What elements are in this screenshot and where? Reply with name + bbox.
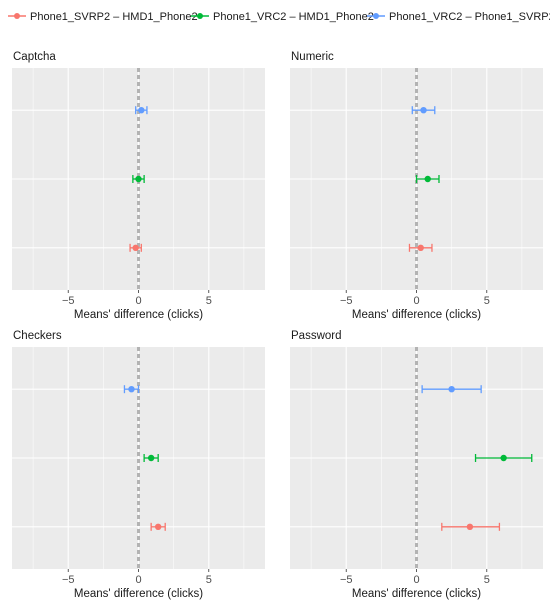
- mean-point: [424, 175, 431, 183]
- x-tick-label: 5: [484, 295, 490, 307]
- x-tick-label: 0: [413, 574, 419, 586]
- error-bar-series: [123, 385, 140, 394]
- panel-title: Password: [291, 330, 342, 342]
- x-tick-label: −5: [62, 295, 75, 307]
- mean-point: [466, 523, 474, 531]
- mean-point: [500, 454, 507, 462]
- mean-point: [448, 385, 455, 393]
- error-bar-series: [129, 243, 142, 252]
- x-tick-label: 0: [413, 295, 419, 307]
- error-bar-series: [421, 385, 482, 394]
- x-tick-label: 5: [206, 295, 212, 307]
- error-bar-series: [132, 175, 145, 183]
- error-bar-series: [474, 454, 533, 462]
- legend-label: Phone1_VRC2 – HMD1_Phone2: [213, 11, 374, 23]
- x-axis-label: Means' difference (clicks): [352, 588, 481, 600]
- error-bar-series: [150, 522, 166, 531]
- legend-label: Phone1_VRC2 – Phone1_SVRP2: [389, 11, 550, 23]
- legend-key-point: [197, 13, 203, 19]
- mean-point: [132, 244, 139, 252]
- panel-title: Captcha: [13, 51, 56, 63]
- error-bar-series: [143, 454, 159, 462]
- error-bar-series: [411, 106, 436, 115]
- mean-point: [138, 106, 145, 114]
- error-bar-series: [415, 175, 440, 183]
- panel-title: Checkers: [13, 330, 62, 342]
- legend-label: Phone1_SVRP2 – HMD1_Phone2: [30, 11, 198, 23]
- x-tick-label: −5: [340, 574, 353, 586]
- x-axis-label: Means' difference (clicks): [74, 588, 203, 600]
- mean-point: [135, 175, 142, 183]
- x-tick-label: 5: [206, 574, 212, 586]
- legend: Phone1_SVRP2 – HMD1_Phone2 Phone1_VRC2 – …: [8, 11, 550, 23]
- x-tick-label: 5: [484, 574, 490, 586]
- error-bar-series: [135, 106, 148, 115]
- panel-title: Numeric: [291, 51, 334, 63]
- mean-point: [147, 454, 155, 462]
- x-tick-label: −5: [340, 295, 353, 307]
- x-tick-label: 0: [135, 295, 141, 307]
- legend-item: Phone1_VRC2 – Phone1_SVRP2: [367, 11, 550, 23]
- x-axis-label: Means' difference (clicks): [74, 309, 203, 321]
- mean-point: [128, 385, 135, 393]
- x-tick-label: −5: [62, 574, 75, 586]
- x-axis-label: Means' difference (clicks): [352, 309, 481, 321]
- legend-key-point: [14, 13, 20, 19]
- mean-point: [420, 106, 427, 114]
- legend-item: Phone1_SVRP2 – HMD1_Phone2: [8, 11, 198, 23]
- legend-key-point: [373, 13, 379, 19]
- x-tick-label: 0: [135, 574, 141, 586]
- error-bar-series: [441, 522, 501, 531]
- error-bar-series: [408, 243, 433, 252]
- mean-point: [154, 523, 162, 531]
- mean-point: [417, 244, 424, 252]
- legend-item: Phone1_VRC2 – HMD1_Phone2: [191, 11, 374, 23]
